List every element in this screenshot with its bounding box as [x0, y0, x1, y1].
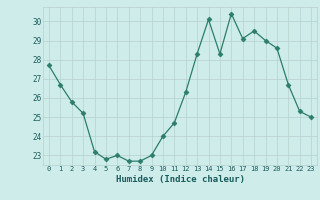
X-axis label: Humidex (Indice chaleur): Humidex (Indice chaleur)	[116, 175, 244, 184]
